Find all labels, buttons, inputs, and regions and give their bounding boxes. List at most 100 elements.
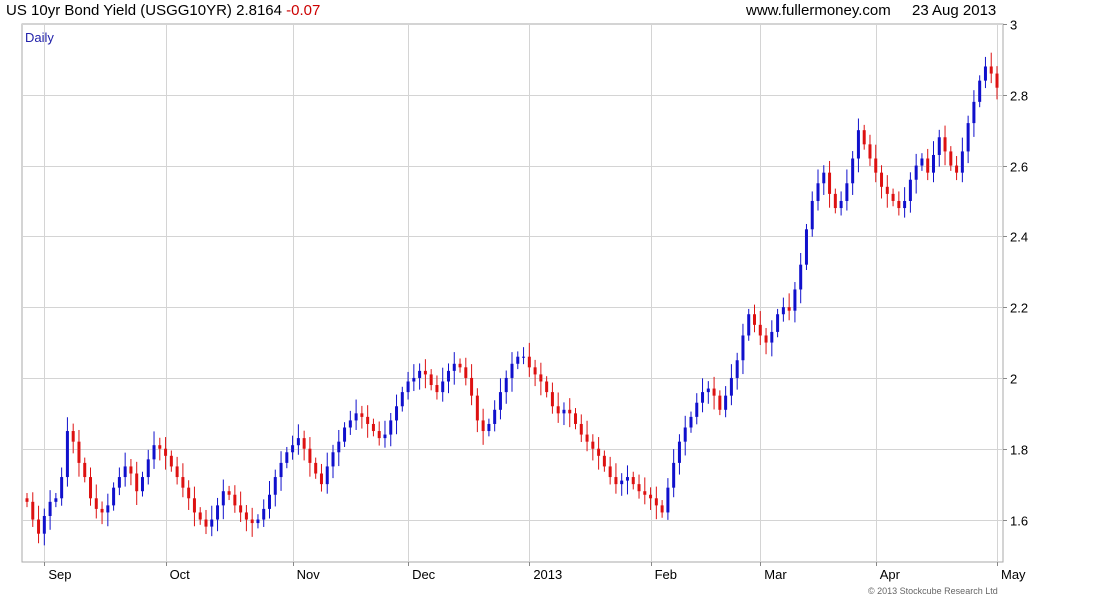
candle-body	[608, 466, 612, 478]
candle-body	[285, 452, 289, 463]
candle-body	[117, 477, 121, 488]
y-tick-label: 1.6	[1010, 514, 1028, 529]
candle-body	[389, 420, 393, 435]
y-tick-label: 2.8	[1010, 89, 1028, 104]
candle-body	[418, 370, 422, 378]
candle-body	[908, 179, 912, 201]
candle-body	[856, 130, 860, 159]
chart-date: 23 Aug 2013	[912, 2, 997, 19]
candle-body	[435, 385, 439, 393]
candle-body	[319, 473, 323, 485]
candle-body	[273, 477, 277, 495]
candle-body	[689, 416, 693, 428]
candle-body	[868, 144, 872, 159]
candle-body	[926, 158, 930, 173]
candle-body	[256, 519, 260, 524]
candle-body	[221, 491, 225, 506]
candle-body	[539, 374, 543, 382]
candle-body	[920, 158, 924, 166]
candle-body	[279, 462, 283, 478]
plot-area	[21, 23, 1004, 563]
candle-body	[562, 409, 566, 414]
x-tick-label: Oct	[170, 567, 191, 582]
x-tick-label: Mar	[764, 567, 787, 582]
copyright-notice: © 2013 Stockcube Research Ltd	[868, 586, 998, 596]
candle-body	[897, 200, 901, 209]
candle-body	[758, 324, 762, 336]
candle-body	[498, 392, 502, 410]
candle-body	[822, 172, 826, 184]
candle-body	[441, 381, 445, 393]
candle-body	[337, 441, 341, 453]
candle-body	[510, 363, 514, 378]
candle-body	[625, 477, 629, 481]
y-tick-label: 3	[1010, 18, 1017, 33]
candle-body	[874, 158, 878, 173]
candle-body	[643, 491, 647, 495]
y-tick-label: 2.2	[1010, 301, 1028, 316]
candle-body	[296, 438, 300, 446]
candle-body	[366, 416, 370, 424]
candle-body	[533, 367, 537, 375]
candle-body	[724, 395, 728, 410]
candle-body	[654, 498, 658, 506]
candle-body	[989, 66, 993, 74]
candle-body	[845, 183, 849, 201]
candle-body	[377, 431, 381, 439]
candle-body	[77, 441, 81, 463]
candle-body	[862, 130, 866, 145]
candle-body	[158, 445, 162, 449]
candle-body	[198, 512, 202, 520]
candle-body	[354, 413, 358, 421]
candle-body	[227, 491, 231, 495]
candle-body	[764, 335, 768, 343]
candle-body	[701, 392, 705, 403]
candle-body	[966, 123, 970, 152]
candle-body	[839, 200, 843, 209]
candle-body	[262, 508, 266, 520]
candle-body	[804, 229, 808, 265]
candle-body	[787, 307, 791, 311]
candle-body	[192, 498, 196, 513]
candle-body	[666, 487, 670, 513]
candle-body	[37, 519, 41, 534]
website-link[interactable]: www.fullermoney.com	[746, 2, 891, 19]
candle-body	[949, 151, 953, 166]
candle-body	[25, 498, 29, 502]
candle-body	[937, 137, 941, 155]
candle-body	[348, 420, 352, 428]
candle-body	[204, 519, 208, 527]
candle-body	[660, 505, 664, 513]
x-tick-label: Apr	[880, 567, 901, 582]
candle-body	[637, 484, 641, 492]
candle-body	[747, 314, 751, 336]
candle-body	[314, 462, 318, 474]
candle-body	[60, 477, 64, 499]
candle-body	[187, 487, 191, 499]
y-tick-label: 1.8	[1010, 443, 1028, 458]
candle-body	[175, 466, 179, 478]
candle-body	[914, 165, 918, 180]
candle-body	[602, 455, 606, 467]
candle-body	[400, 392, 404, 407]
candle-body	[550, 392, 554, 407]
candle-body	[620, 480, 624, 485]
candle-body	[729, 377, 733, 396]
candle-body	[54, 498, 58, 502]
candle-body	[753, 314, 756, 325]
candle-body	[978, 80, 982, 102]
candle-body	[776, 314, 780, 332]
candle-body	[614, 477, 618, 485]
candle-body	[955, 165, 959, 173]
price-change: -0.07	[286, 2, 321, 19]
x-tick-label: Feb	[655, 567, 677, 582]
candle-body	[677, 441, 681, 463]
candle-body	[129, 466, 133, 474]
candle-body	[735, 360, 739, 378]
candle-body	[631, 477, 635, 485]
candle-body	[649, 494, 653, 499]
candle-body	[112, 487, 116, 506]
candle-body	[331, 452, 335, 467]
x-tick-label: Nov	[297, 567, 321, 582]
candle-body	[360, 413, 364, 417]
